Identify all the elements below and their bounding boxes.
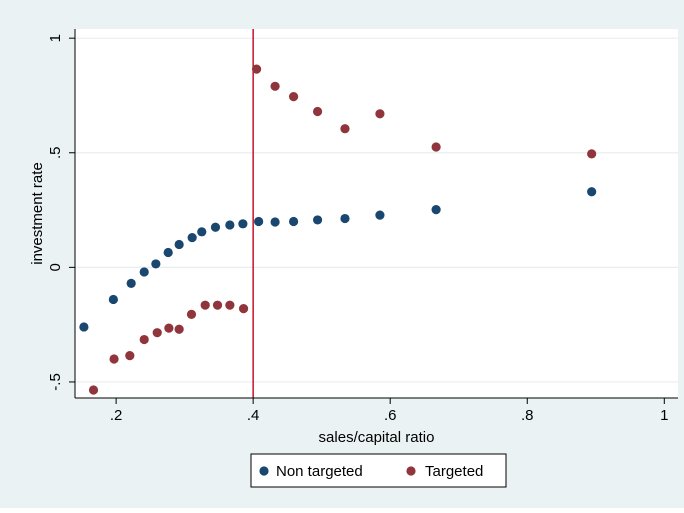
targeted-point (174, 324, 184, 334)
y-tick-label: 0 (47, 263, 64, 271)
y-tick-label: 1 (47, 34, 64, 42)
non-targeted-point (197, 227, 207, 237)
non-targeted-point (431, 205, 441, 215)
targeted-point (431, 142, 441, 152)
non-targeted-point (108, 294, 118, 305)
x-tick-label: .4 (247, 407, 260, 424)
non-targeted-point (225, 220, 235, 230)
legend-label: Targeted (425, 463, 483, 480)
targeted-point (270, 81, 280, 91)
x-tick-label: .6 (384, 407, 397, 424)
y-tick-label: -.5 (47, 373, 64, 391)
targeted-point (109, 354, 119, 364)
targeted-point (152, 328, 162, 338)
x-tick-label: .2 (110, 407, 123, 424)
non-targeted-point (254, 216, 264, 227)
legend-label: Non targeted (276, 463, 363, 480)
targeted-point (125, 350, 135, 361)
x-tick-label: .8 (521, 407, 534, 424)
non-targeted-point (340, 213, 350, 224)
targeted-point (225, 300, 235, 310)
non-targeted-point (288, 216, 299, 227)
gridlines (75, 37, 678, 383)
y-axis-label: investment rate (29, 162, 46, 265)
non-targeted-point (126, 278, 136, 289)
non-targeted-point (163, 247, 173, 258)
targeted-point (200, 300, 210, 310)
non-targeted-point (587, 187, 597, 197)
targeted-point (340, 124, 350, 134)
x-tick-label: 1 (660, 407, 668, 424)
non-targeted-point (187, 232, 197, 243)
non-targeted-point (210, 222, 221, 232)
targeted-point (164, 323, 174, 333)
non-targeted-point (139, 267, 149, 277)
targeted-point (139, 334, 149, 345)
non-targeted-point (151, 259, 161, 269)
targeted-point (312, 106, 323, 117)
legend-marker (406, 466, 416, 476)
targeted-point (238, 304, 249, 314)
non-targeted-point (238, 219, 248, 229)
axes: .2 .4 .6 .8 1 -.5 0 .5 1 (47, 29, 678, 424)
targeted-point (288, 92, 299, 102)
non-targeted-point (312, 215, 323, 225)
non-targeted-point (174, 239, 184, 250)
non-targeted-point (375, 210, 385, 220)
x-axis-label: sales/capital ratio (319, 429, 435, 446)
targeted-point (88, 385, 99, 395)
data-points (79, 64, 597, 395)
non-targeted-point (79, 322, 89, 332)
targeted-point (251, 64, 262, 74)
targeted-point (186, 309, 197, 319)
legend-box (250, 453, 507, 488)
y-tick-label: .5 (47, 147, 64, 160)
non-targeted-point (270, 217, 280, 227)
targeted-point (212, 300, 223, 310)
legend: Non targeted Targeted (250, 453, 507, 488)
legend-marker (259, 466, 269, 476)
targeted-point (587, 149, 597, 159)
targeted-point (375, 109, 385, 119)
